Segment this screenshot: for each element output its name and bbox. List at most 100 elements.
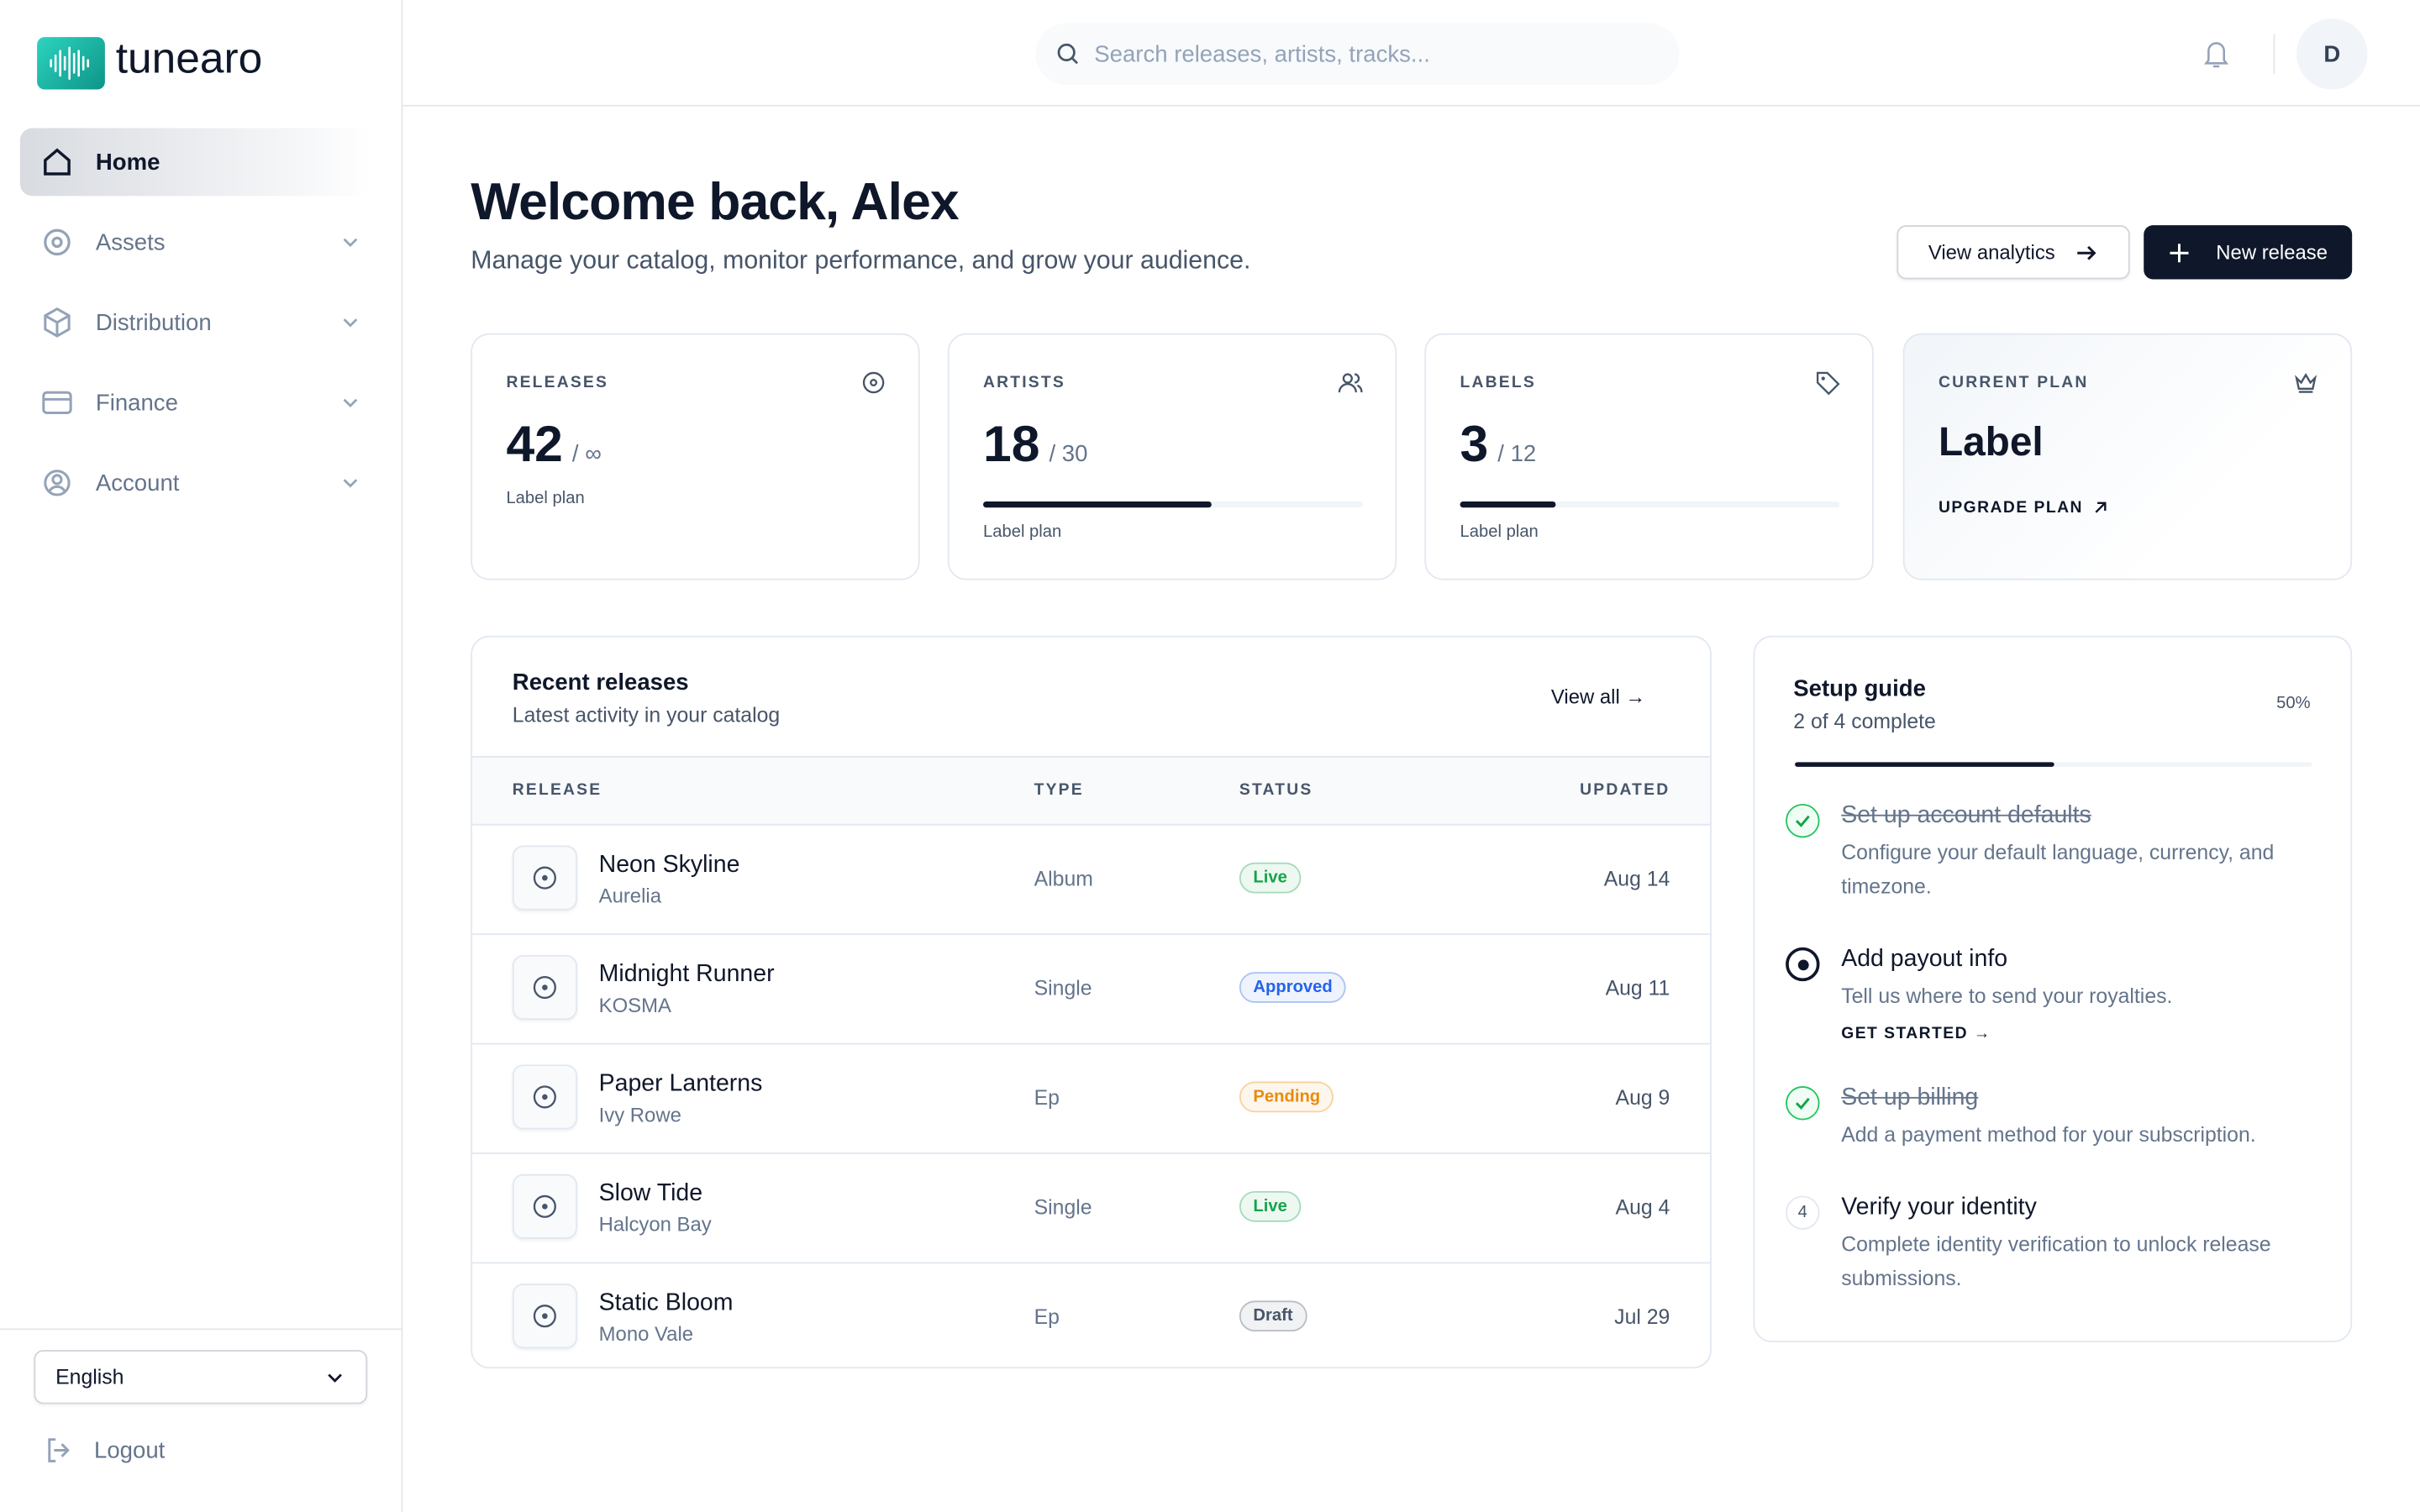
step-title: Verify your identity <box>1841 1194 2037 1221</box>
release-name: Midnight Runner <box>598 961 775 988</box>
step-text: Tell us where to send your royalties. <box>1841 984 2173 1008</box>
notifications-button[interactable] <box>2202 39 2230 70</box>
table-header <box>472 756 1711 826</box>
release-name: Paper Lanterns <box>598 1070 763 1097</box>
usage-bar <box>983 501 1212 508</box>
step-action[interactable]: GET STARTED → <box>1841 1024 1991 1043</box>
card-label: RELEASES <box>506 373 609 392</box>
avatar-initial: D <box>2323 40 2341 67</box>
setup-step: Set up account defaults Configure your de… <box>1786 802 2318 904</box>
stat-card: RELEASES 42 / ∞ Label plan <box>471 333 920 580</box>
step-text: Complete identity verification to unlock… <box>1841 1232 2271 1290</box>
page-title: Welcome back, Alex <box>471 172 959 232</box>
plan-name: Label <box>1938 417 2044 465</box>
status-badge: Approved <box>1239 972 1347 1003</box>
step-icon: 4 <box>1786 1195 1820 1230</box>
logout-label: Logout <box>94 1436 166 1464</box>
release-row[interactable]: Midnight Runner KOSMA Single Approved Aug 11 <box>472 933 1711 1042</box>
column-header: UPDATED <box>1580 780 1670 800</box>
view-all-link[interactable]: View all → <box>1550 685 1646 709</box>
nav-item[interactable]: Home <box>19 128 372 197</box>
card-label: ARTISTS <box>983 373 1065 392</box>
release-row[interactable]: Slow Tide Halcyon Bay Single Live Aug 4 <box>472 1152 1711 1262</box>
release-artist: Mono Vale <box>598 1322 694 1346</box>
setup-step: Set up billing Add a payment method for y… <box>1786 1084 2318 1152</box>
stat-limit: / 30 <box>1049 441 1088 468</box>
status-badge: Pending <box>1239 1081 1334 1113</box>
release-name: Static Bloom <box>598 1289 734 1316</box>
release-artist: KOSMA <box>598 993 671 1017</box>
card-label: LABELS <box>1460 373 1536 392</box>
setup-step: Add payout info Tell us where to send you… <box>1786 946 2318 1043</box>
release-type: Ep <box>1034 1305 1060 1329</box>
step-title: Add payout info <box>1841 945 2008 973</box>
upgrade-plan-link[interactable]: UPGRADE PLAN <box>1939 498 2107 517</box>
stat-value: 42 <box>506 415 563 473</box>
nav-label: Distribution <box>95 309 212 336</box>
panel-title: Recent releases <box>512 669 689 696</box>
step-icon <box>1786 947 1820 982</box>
button-label: View analytics <box>1928 240 2055 265</box>
step-text: Add a payment method for your subscripti… <box>1841 1123 2256 1147</box>
step-icon <box>1786 803 1820 838</box>
release-row[interactable]: Neon Skyline Aurelia Album Live Aug 14 <box>472 823 1711 933</box>
usage-bar <box>1460 501 1555 508</box>
release-type: Album <box>1034 867 1093 890</box>
status-badge: Draft <box>1239 1300 1307 1332</box>
recent-releases-panel: Recent releases Latest activity in your … <box>471 635 1712 1369</box>
setup-guide-panel: Setup guide 2 of 4 complete 50% Set up a… <box>1753 635 2353 1342</box>
stat-value: 3 <box>1460 415 1489 473</box>
nav-label: Assets <box>95 228 166 255</box>
logout-button[interactable]: Logout <box>43 1435 165 1466</box>
release-artist: Halcyon Bay <box>598 1212 712 1236</box>
nav-label: Finance <box>95 389 178 417</box>
stat-value-row: 3 / 12 <box>1460 415 1537 474</box>
stat-card: LABELS 3 / 12 Label plan <box>1424 333 1874 580</box>
nav-item[interactable]: Finance <box>20 369 372 437</box>
release-artist: Ivy Rowe <box>598 1103 681 1126</box>
new-release-button[interactable]: New release <box>2144 225 2353 280</box>
logo-icon <box>37 37 105 90</box>
search-box[interactable]: Search releases, artists, tracks... <box>1035 23 1680 86</box>
release-row[interactable]: Static Bloom Mono Vale Ep Draft Jul 29 <box>472 1262 1711 1367</box>
nav-label: Home <box>95 149 160 176</box>
language-select[interactable]: English <box>34 1350 368 1404</box>
stat-value: 18 <box>983 415 1040 473</box>
nav-item[interactable]: Assets <box>20 208 372 276</box>
status-badge: Live <box>1239 1190 1302 1222</box>
nav-item[interactable]: Distribution <box>20 288 372 356</box>
search-placeholder: Search releases, artists, tracks... <box>1094 40 1430 67</box>
progress-track <box>1795 762 2312 767</box>
release-updated: Aug 11 <box>1605 976 1670 1000</box>
stat-limit: / ∞ <box>571 441 602 468</box>
step-title: Set up account defaults <box>1841 802 2091 829</box>
status-badge: Live <box>1239 862 1302 894</box>
release-type: Ep <box>1034 1086 1060 1110</box>
progress-label: 50% <box>2276 694 2311 713</box>
step-text: Configure your default language, currenc… <box>1841 841 2275 898</box>
column-header: RELEASE <box>512 780 602 800</box>
nav-item[interactable]: Account <box>20 449 372 517</box>
card-label: CURRENT PLAN <box>1938 373 2089 392</box>
step-number: 4 <box>1797 1203 1807 1222</box>
plan-card: CURRENT PLAN Label UPGRADE PLAN <box>1902 333 2353 580</box>
usage-track <box>983 501 1363 508</box>
usage-track <box>1460 501 1840 508</box>
sidebar: tunearo Home Assets Distribution Finance Acc… <box>0 0 403 1512</box>
stat-limit: / 12 <box>1497 441 1537 468</box>
release-row[interactable]: Paper Lanterns Ivy Rowe Ep Pending Aug 9 <box>472 1042 1711 1152</box>
panel-subtitle: Latest activity in your catalog <box>512 703 781 727</box>
button-label: New release <box>2216 240 2328 265</box>
plan-note: Label plan <box>983 522 1062 542</box>
avatar[interactable]: D <box>2296 18 2368 90</box>
stat-card: ARTISTS 18 / 30 Label plan <box>947 333 1397 580</box>
column-header: STATUS <box>1239 780 1313 800</box>
plan-note: Label plan <box>1460 522 1539 542</box>
release-updated: Aug 9 <box>1615 1086 1670 1110</box>
link-label: UPGRADE PLAN <box>1938 498 2083 517</box>
release-artist: Aurelia <box>598 884 661 908</box>
release-type: Single <box>1034 1195 1092 1220</box>
plan-note: Label plan <box>506 489 585 508</box>
view-analytics-button[interactable]: View analytics <box>1897 225 2130 280</box>
